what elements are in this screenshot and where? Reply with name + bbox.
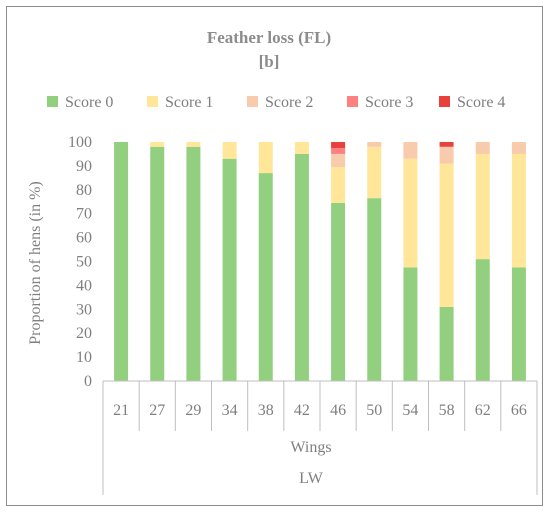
bar-segment [367, 198, 382, 381]
bar-segment [186, 142, 201, 147]
y-tick-label: 30 [76, 301, 92, 318]
bar-segment [331, 147, 346, 154]
x-tick-label: 38 [258, 402, 274, 419]
legend-label: Score 0 [65, 94, 113, 111]
y-tick-label: 60 [76, 230, 92, 247]
bar-segment [258, 173, 273, 381]
bar-segment [186, 146, 201, 381]
bar-segment [511, 267, 526, 381]
bar-segment [331, 142, 346, 148]
x-tick-label: 54 [402, 402, 418, 419]
x-tick-label: 50 [366, 402, 382, 419]
legend-swatch [439, 96, 450, 107]
x-tick-label: 42 [294, 402, 310, 419]
x-outer-group-label: LW [299, 470, 324, 487]
bar-segment [475, 153, 490, 260]
bar-segment [258, 142, 273, 174]
bar-segment [475, 142, 490, 154]
legend-label: Score 4 [457, 94, 505, 111]
bar-segment [367, 142, 382, 147]
chart-subtitle: [b] [259, 52, 280, 71]
legend-label: Score 2 [265, 94, 313, 111]
y-tick-label: 10 [76, 349, 92, 366]
bar-segment [511, 153, 526, 268]
y-axis-ticks: 0 10 20 30 40 50 60 70 80 90 100 [68, 134, 92, 390]
x-tick-label: 58 [439, 402, 455, 419]
bar-segment [222, 158, 237, 381]
y-tick-label: 70 [76, 206, 92, 223]
x-axis: 21 27 29 34 38 42 46 50 54 58 62 66 [102, 380, 538, 495]
bar-segment [114, 142, 129, 381]
y-tick-label: 90 [76, 158, 92, 175]
chart-frame: Feather loss (FL) [b] Score 0 Score 1 Scor… [6, 6, 543, 506]
bar-segment [150, 142, 165, 147]
bar-segment [439, 146, 454, 164]
bar-segment [331, 167, 346, 203]
y-axis-label: Proportion of hens (in %) [27, 181, 44, 345]
stacked-bar-chart: Feather loss (FL) [b] Score 0 Score 1 Scor… [27, 28, 538, 495]
bar-segment [367, 146, 382, 199]
legend-swatch [247, 96, 258, 107]
y-tick-label: 100 [68, 134, 92, 151]
bar-segment [294, 153, 309, 381]
legend-swatch [47, 96, 58, 107]
bar-segment [150, 146, 165, 381]
x-tick-label: 66 [511, 402, 527, 419]
bar-segment [475, 259, 490, 381]
bar-segment [439, 142, 454, 147]
y-tick-label: 50 [76, 254, 92, 271]
legend-swatch [347, 96, 358, 107]
x-tick-label: 29 [185, 402, 201, 419]
x-tick-label: 34 [222, 402, 238, 419]
y-tick-label: 40 [76, 277, 92, 294]
y-tick-label: 80 [76, 182, 92, 199]
bar-segment [331, 202, 346, 381]
x-tick-label: 62 [475, 402, 491, 419]
legend-label: Score 1 [165, 94, 213, 111]
chart-title: Feather loss (FL) [207, 28, 331, 47]
legend: Score 0 Score 1 Score 2 Score 3 Score 4 [47, 94, 505, 111]
bar-segment [439, 306, 454, 381]
bars [114, 142, 526, 381]
bar-segment [403, 158, 418, 268]
x-tick-label: 21 [113, 402, 129, 419]
bar-segment [331, 153, 346, 168]
bar-segment [403, 142, 418, 159]
y-tick-label: 0 [84, 373, 92, 390]
y-tick-label: 20 [76, 325, 92, 342]
bar-segment [222, 142, 237, 159]
x-group-label: Wings [290, 439, 331, 456]
legend-swatch [147, 96, 158, 107]
bar-segment [403, 267, 418, 381]
bar-segment [294, 142, 309, 154]
legend-label: Score 3 [365, 94, 413, 111]
bar-segment [439, 163, 454, 307]
x-tick-label: 46 [330, 402, 346, 419]
bar-segment [511, 142, 526, 154]
x-tick-label: 27 [149, 402, 165, 419]
